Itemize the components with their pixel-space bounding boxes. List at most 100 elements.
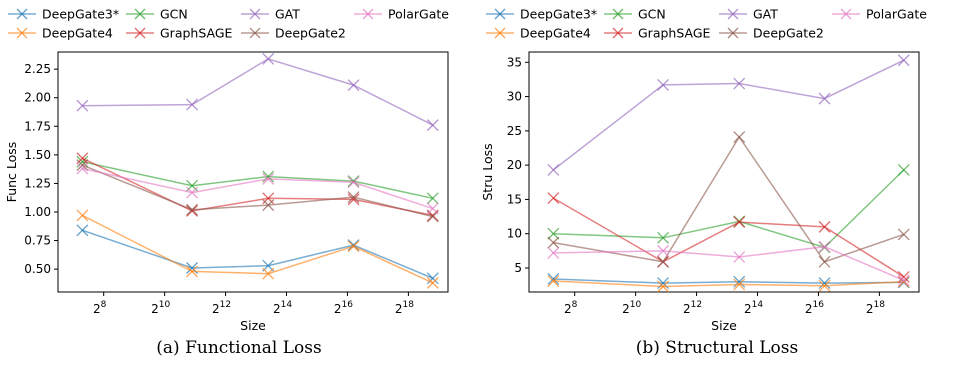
y-tick-label: 20 (507, 158, 522, 172)
legend-label: DeepGate4 (520, 26, 591, 41)
data-point (347, 175, 360, 188)
x-tick-label: 218 (866, 300, 885, 316)
series-gcn (547, 163, 910, 254)
plot-frame (57, 51, 449, 293)
x-tick-label: 216 (334, 300, 353, 316)
y-axis-label: Func Loss (4, 142, 19, 203)
data-point (897, 163, 910, 176)
data-point (818, 240, 831, 253)
data-point (426, 192, 439, 205)
series-deepgate4 (76, 209, 439, 289)
structural-loss-caption: (b) Structural Loss (635, 338, 799, 358)
legend-label: PolarGate (866, 7, 927, 22)
series-deepgate3 (547, 273, 910, 290)
legend-label: GraphSAGE (638, 26, 711, 41)
data-point (76, 224, 89, 237)
y-tick-label: 5 (514, 261, 522, 275)
legend-entry: GAT (719, 7, 778, 22)
series-gat (76, 52, 439, 132)
y-tick-label: 35 (507, 55, 522, 69)
y-tick-label: 1.00 (24, 205, 51, 219)
legend-entry: GAT (241, 7, 300, 22)
legend-entry: DeepGate4 (486, 26, 591, 41)
y-tick-label: 0.75 (24, 234, 51, 248)
data-point (657, 244, 670, 257)
y-tick-label: 2.25 (24, 62, 51, 76)
data-point (657, 280, 670, 293)
x-tick-label: 210 (151, 300, 170, 316)
x-tick-label: 214 (273, 300, 292, 316)
series-line (553, 245, 905, 281)
series-line (553, 169, 905, 249)
y-tick-label: 10 (507, 227, 522, 241)
y-tick-label: 1.50 (24, 148, 51, 162)
data-point (347, 191, 360, 204)
data-point (818, 279, 831, 292)
data-point (347, 239, 360, 252)
data-point (657, 78, 670, 91)
data-point (186, 203, 199, 216)
series-deepgate2 (76, 159, 439, 223)
legend-entry: PolarGate (354, 7, 449, 22)
data-point (426, 276, 439, 289)
y-tick-label: 2.00 (24, 91, 51, 105)
data-point (347, 193, 360, 206)
data-point (547, 236, 560, 249)
data-point (733, 251, 746, 263)
data-point (547, 227, 560, 240)
x-tick-label: 216 (805, 300, 824, 316)
data-point (76, 209, 89, 222)
x-tick-label: 210 (622, 300, 641, 316)
legend-label: GAT (753, 7, 778, 22)
legend-entry: GraphSAGE (604, 26, 711, 41)
data-point (733, 216, 746, 229)
data-point (818, 92, 831, 105)
x-tick-label: 218 (395, 300, 414, 316)
series-polargate (76, 162, 439, 215)
legend-entry: PolarGate (832, 7, 927, 22)
functional-loss-panel: DeepGate3* GCN GAT PolarGate DeepGate4 GraphS… (4, 7, 449, 359)
data-point (347, 79, 360, 92)
legend-entry: GCN (126, 7, 188, 22)
legend-entry: DeepGate2 (241, 26, 346, 41)
data-point (262, 267, 275, 280)
data-point (547, 275, 560, 287)
data-point (818, 255, 831, 268)
series-graphsage (76, 152, 439, 222)
plot-frame (528, 51, 920, 293)
data-point (733, 77, 746, 90)
legend-label: DeepGate3* (42, 7, 119, 22)
y-axis-label: Stru Loss (480, 143, 495, 200)
series-line (553, 278, 904, 284)
data-point (818, 277, 831, 290)
series-line (82, 229, 434, 279)
legend-entry: DeepGate3* (486, 7, 597, 22)
data-point (897, 270, 910, 283)
legend-entry: DeepGate3* (8, 7, 119, 22)
series-line (553, 197, 905, 278)
data-point (186, 98, 199, 111)
data-point (186, 204, 199, 217)
legend-entry: GraphSAGE (126, 26, 233, 41)
functional-loss-caption: (a) Functional Loss (156, 338, 322, 358)
x-tick-label: 212 (212, 300, 231, 316)
data-point (547, 246, 560, 259)
data-point (547, 192, 560, 205)
series-deepgate4 (547, 275, 910, 293)
structural-loss-chart: DeepGate3* GCN GAT PolarGate DeepGate4 GraphS… (480, 7, 927, 334)
data-point (76, 162, 89, 175)
functional-loss-chart: DeepGate3* GCN GAT PolarGate DeepGate4 GraphS… (4, 7, 449, 334)
legend-entry: DeepGate2 (719, 26, 824, 41)
legend: DeepGate3* GCN GAT PolarGate DeepGate4 GraphS… (8, 7, 449, 41)
legend-label: GraphSAGE (160, 26, 233, 41)
series-gat (547, 54, 910, 176)
structural-loss-panel: DeepGate3* GCN GAT PolarGate DeepGate4 GraphS… (478, 0, 956, 368)
y-tick-label: 0.50 (24, 262, 51, 276)
legend-label: DeepGate3* (520, 7, 597, 22)
data-point (733, 275, 746, 288)
data-point (76, 99, 89, 112)
data-point (657, 231, 670, 244)
x-axis-label: Size (711, 318, 737, 333)
legend-entry: DeepGate4 (8, 26, 113, 41)
y-tick-label: 30 (507, 90, 522, 104)
